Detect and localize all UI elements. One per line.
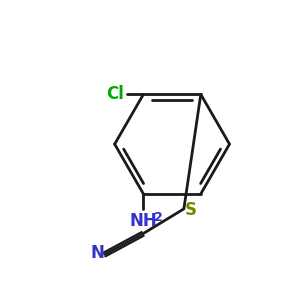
Text: NH: NH: [130, 212, 157, 230]
Text: 2: 2: [154, 211, 162, 224]
Text: S: S: [184, 201, 196, 219]
Text: N: N: [91, 244, 105, 262]
Text: Cl: Cl: [106, 85, 124, 103]
